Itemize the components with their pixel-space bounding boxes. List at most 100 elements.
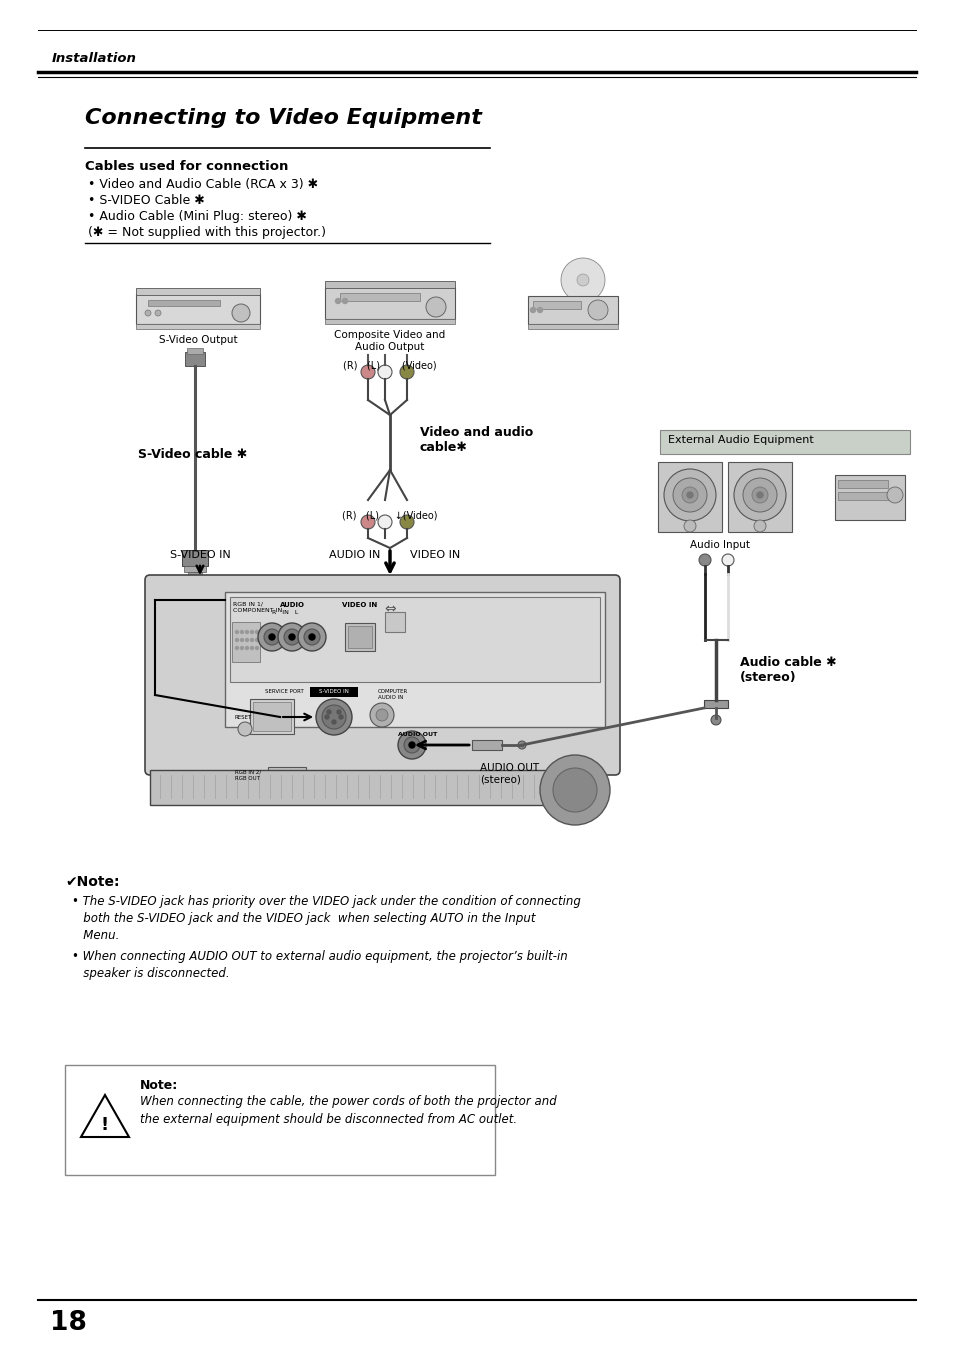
Bar (253, 703, 291, 731)
Circle shape (399, 365, 414, 380)
Circle shape (154, 309, 161, 316)
Circle shape (377, 365, 392, 380)
Text: • S-VIDEO Cable ✱: • S-VIDEO Cable ✱ (88, 195, 205, 207)
Bar (230, 597, 599, 682)
Circle shape (325, 715, 329, 719)
Circle shape (277, 623, 306, 651)
Circle shape (257, 623, 286, 651)
Text: AUDIO OUT: AUDIO OUT (397, 732, 436, 738)
Circle shape (360, 515, 375, 530)
Text: AUDIO OUT
(stereo): AUDIO OUT (stereo) (479, 763, 538, 785)
Bar (271, 770, 303, 792)
Text: Audio Input: Audio Input (689, 540, 749, 550)
Text: RESET: RESET (234, 715, 252, 720)
Polygon shape (81, 1096, 129, 1138)
Bar (325, 281, 455, 288)
Circle shape (733, 469, 785, 521)
Text: Audio cable ✱
(stereo): Audio cable ✱ (stereo) (740, 657, 836, 684)
Circle shape (517, 740, 525, 748)
Bar (150, 770, 555, 805)
Bar (225, 592, 604, 727)
Circle shape (397, 731, 426, 759)
Circle shape (699, 554, 710, 566)
Text: !: ! (101, 1116, 109, 1133)
Bar (834, 476, 904, 520)
Circle shape (269, 634, 274, 640)
Text: External Audio Equipment: External Audio Equipment (667, 435, 813, 444)
Circle shape (672, 478, 706, 512)
Circle shape (332, 720, 335, 724)
Circle shape (255, 631, 258, 634)
Text: AUDIO IN: AUDIO IN (329, 550, 380, 561)
Bar (348, 626, 372, 648)
Text: Connecting to Video Equipment: Connecting to Video Equipment (85, 108, 481, 128)
Circle shape (886, 486, 902, 503)
Circle shape (686, 492, 692, 499)
Bar (250, 698, 294, 734)
Circle shape (235, 639, 238, 642)
Circle shape (284, 630, 299, 644)
Text: (R)   (L)     ↓(Video): (R) (L) ↓(Video) (342, 509, 437, 520)
Bar (472, 740, 501, 750)
Circle shape (245, 639, 248, 642)
Bar (339, 293, 419, 301)
Text: 18: 18 (50, 1310, 87, 1336)
Circle shape (235, 631, 238, 634)
Circle shape (403, 738, 419, 753)
Circle shape (360, 365, 375, 380)
Text: Installation: Installation (52, 51, 136, 65)
Bar (65, 1065, 495, 1175)
Bar (703, 700, 727, 708)
Circle shape (322, 705, 346, 730)
Bar (658, 462, 721, 532)
Bar (232, 621, 260, 662)
Text: COMPUTER
AUDIO IN: COMPUTER AUDIO IN (377, 689, 408, 700)
Bar (136, 324, 260, 330)
Circle shape (240, 631, 243, 634)
Bar (345, 623, 375, 651)
Bar (527, 324, 618, 330)
Circle shape (751, 486, 767, 503)
Bar (325, 286, 455, 319)
Circle shape (297, 623, 326, 651)
Circle shape (315, 698, 352, 735)
Circle shape (587, 300, 607, 320)
Circle shape (235, 647, 238, 650)
Circle shape (681, 486, 698, 503)
Circle shape (683, 520, 696, 532)
Bar (325, 319, 455, 324)
Circle shape (577, 274, 588, 286)
Circle shape (375, 709, 388, 721)
Bar (659, 430, 909, 454)
Bar (136, 288, 260, 295)
Bar (527, 296, 618, 324)
Circle shape (721, 554, 733, 566)
Circle shape (338, 715, 343, 719)
Circle shape (309, 634, 314, 640)
Circle shape (327, 711, 331, 713)
Text: Video and audio
cable✱: Video and audio cable✱ (419, 426, 533, 454)
Circle shape (742, 478, 776, 512)
Circle shape (245, 647, 248, 650)
Circle shape (240, 639, 243, 642)
Bar (187, 349, 203, 354)
Circle shape (553, 767, 597, 812)
Text: • Audio Cable (Mini Plug: stereo) ✱: • Audio Cable (Mini Plug: stereo) ✱ (88, 209, 307, 223)
Circle shape (399, 515, 414, 530)
Circle shape (264, 630, 280, 644)
Circle shape (232, 304, 250, 322)
Text: RGB IN 2/
RGB OUT: RGB IN 2/ RGB OUT (234, 770, 261, 781)
Text: S-Video Output: S-Video Output (158, 335, 237, 345)
Text: When connecting the cable, the power cords of both the projector and
the externa: When connecting the cable, the power cor… (140, 1096, 557, 1125)
Circle shape (370, 703, 394, 727)
Text: • Video and Audio Cable (RCA x 3) ✱: • Video and Audio Cable (RCA x 3) ✱ (88, 178, 317, 190)
Bar (136, 295, 260, 324)
Circle shape (342, 299, 347, 304)
Text: ✔Note:: ✔Note: (65, 875, 119, 889)
Circle shape (560, 258, 604, 303)
Circle shape (539, 755, 609, 825)
Circle shape (530, 308, 535, 312)
Text: ⇔: ⇔ (384, 603, 395, 616)
Text: SERVICE PORT: SERVICE PORT (265, 689, 303, 694)
Text: VIDEO IN: VIDEO IN (342, 603, 377, 608)
